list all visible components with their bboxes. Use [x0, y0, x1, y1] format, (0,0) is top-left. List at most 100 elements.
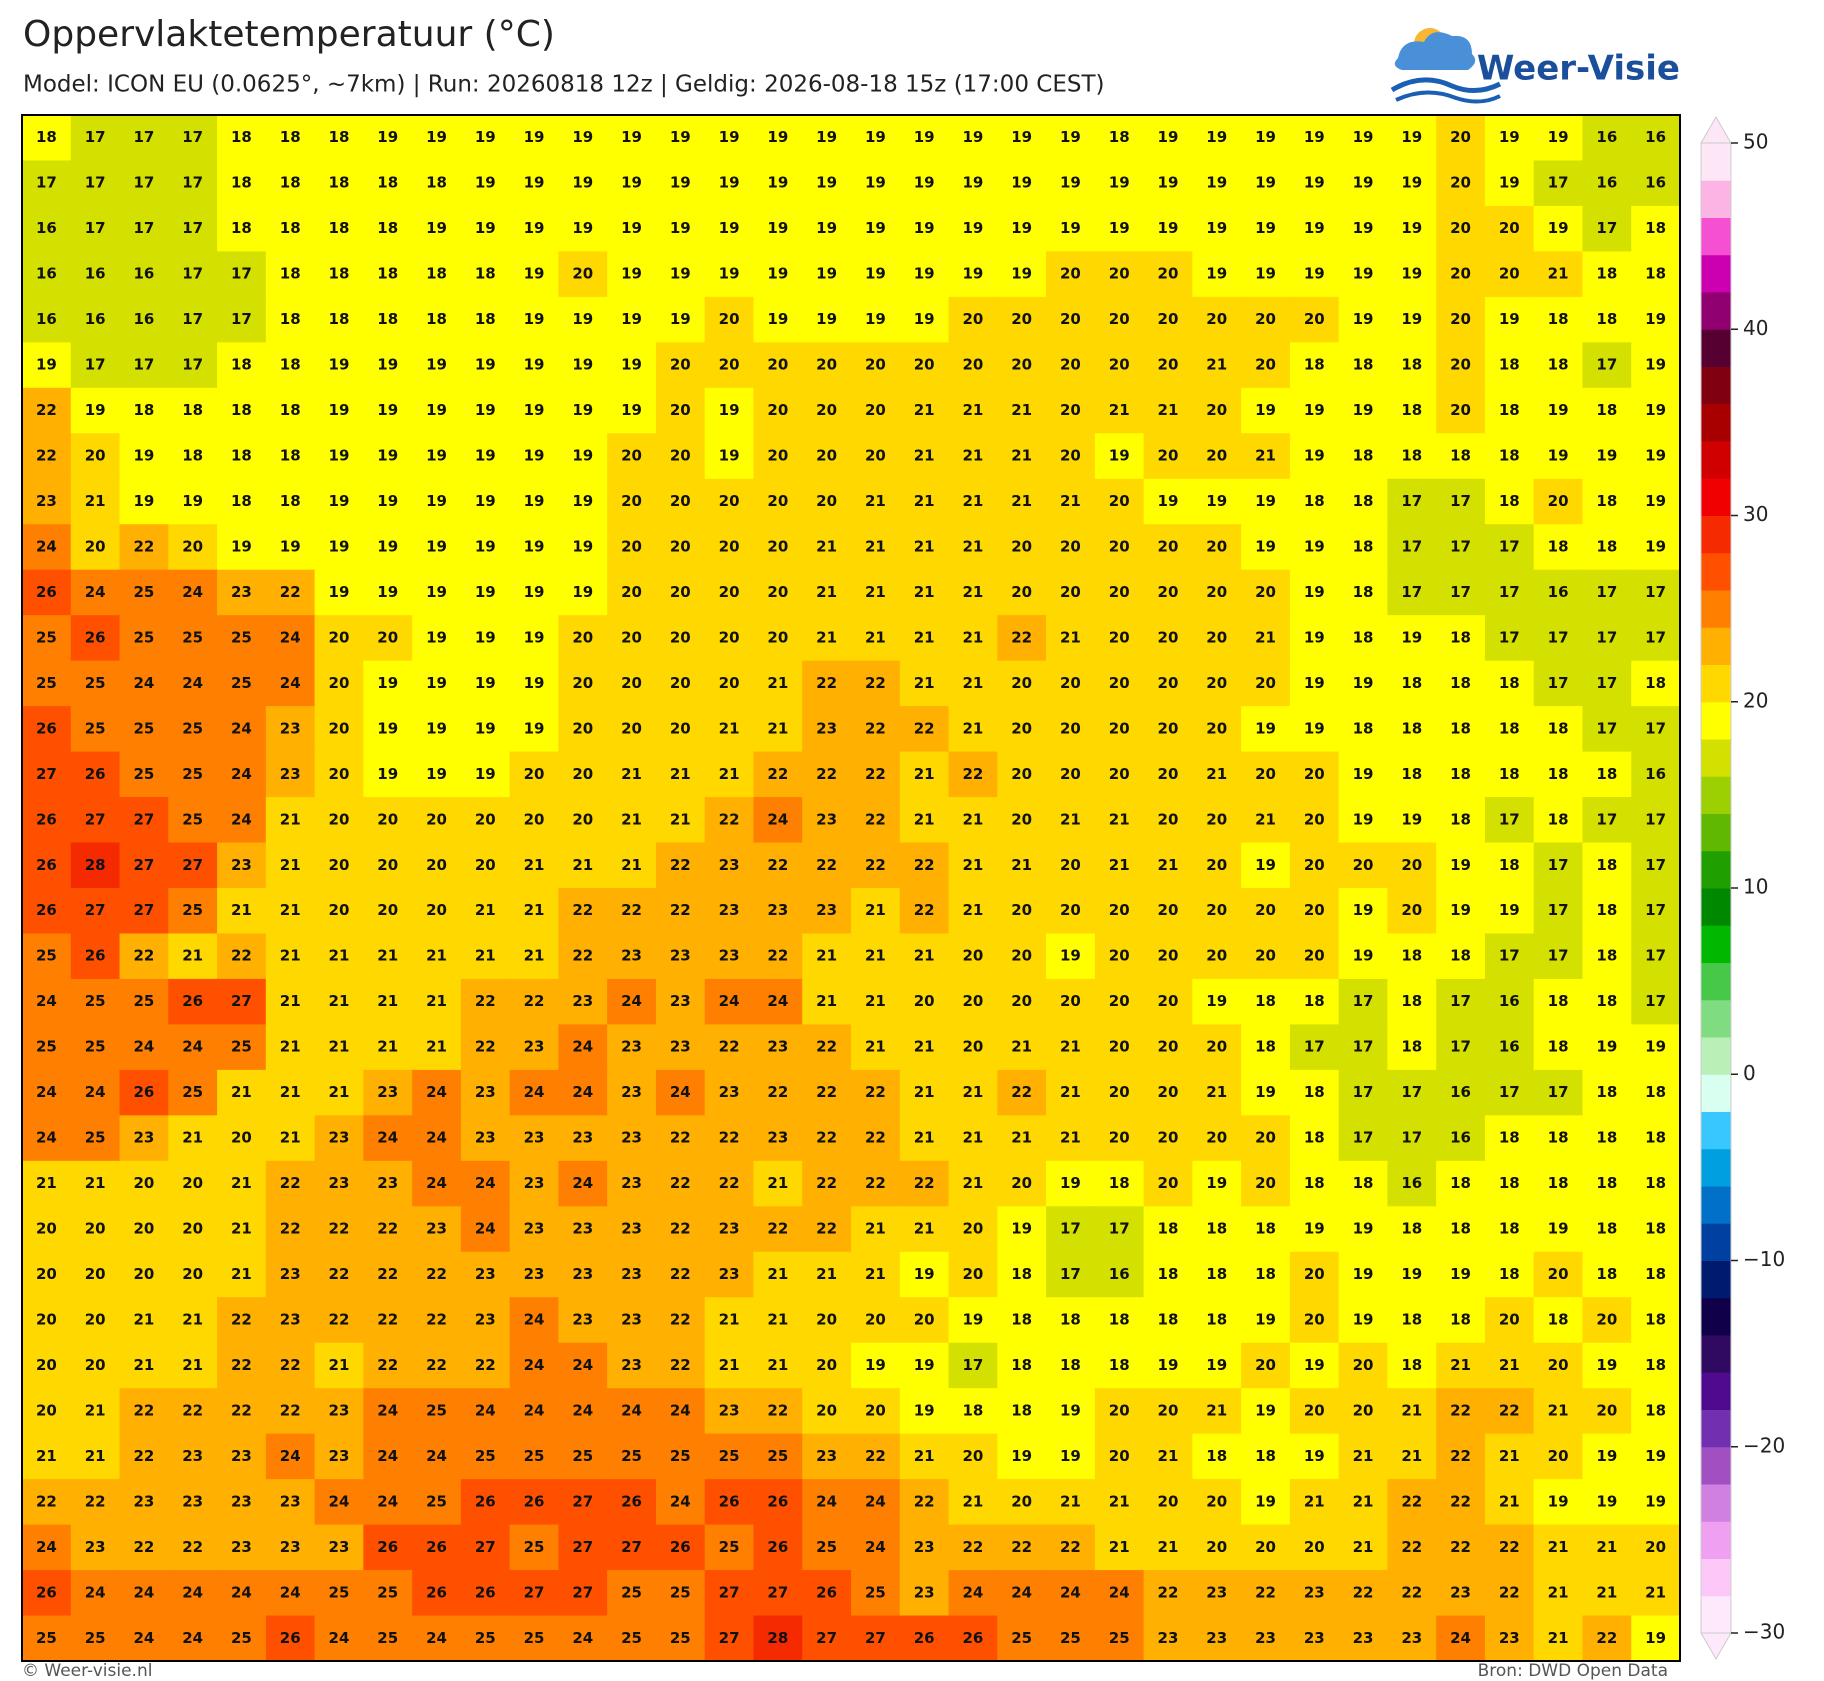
temperature-label: 19	[1304, 219, 1325, 237]
temperature-cell	[460, 205, 511, 253]
temperature-cell	[1192, 569, 1242, 616]
temperature-label: 22	[767, 947, 788, 965]
temperature-label: 21	[182, 947, 203, 965]
temperature-cell	[1338, 706, 1389, 753]
temperature-label: 18	[1401, 447, 1422, 465]
temperature-label: 21	[231, 1083, 252, 1101]
temperature-cell	[753, 615, 803, 662]
temperature-label: 18	[1401, 1310, 1422, 1328]
temperature-label: 23	[621, 947, 642, 965]
temperature-label: 17	[1450, 492, 1471, 510]
temperature-label: 20	[1304, 1310, 1325, 1328]
temperature-cell	[704, 205, 755, 253]
temperature-label: 18	[377, 310, 398, 328]
temperature-cell	[1241, 115, 1291, 162]
temperature-label: 18	[1450, 810, 1471, 828]
temperature-cell	[119, 1251, 169, 1298]
temperature-label: 18	[1548, 537, 1569, 555]
temperature-label: 22	[36, 401, 57, 419]
temperature-label: 20	[133, 1265, 154, 1283]
temperature-label: 17	[182, 219, 203, 237]
temperature-label: 24	[377, 1401, 398, 1419]
temperature-label: 19	[816, 219, 837, 237]
temperature-label: 19	[1255, 1401, 1276, 1419]
temperature-cell	[704, 615, 755, 662]
temperature-cell	[1582, 888, 1632, 935]
temperature-cell	[1338, 842, 1389, 889]
temperature-cell	[948, 1206, 998, 1253]
temperature-label: 23	[914, 1583, 935, 1601]
temperature-label: 21	[1109, 1538, 1130, 1556]
temperature-cell	[119, 569, 169, 616]
temperature-cell	[1143, 251, 1193, 298]
temperature-label: 18	[231, 401, 252, 419]
temperature-label: 24	[572, 1174, 593, 1192]
temperature-cell	[1046, 751, 1096, 798]
temperature-cell	[997, 1251, 1047, 1298]
temperature-cell	[1338, 933, 1389, 980]
temperature-cell	[704, 933, 755, 980]
temperature-cell	[1192, 797, 1242, 844]
temperature-cell	[363, 342, 413, 389]
temperature-label: 20	[1353, 1356, 1374, 1374]
temperature-cell	[460, 797, 511, 844]
temperature-label: 20	[816, 401, 837, 419]
temperature-cell	[1631, 387, 1681, 434]
temperature-label: 18	[1596, 765, 1617, 783]
temperature-label: 24	[182, 1583, 203, 1601]
temperature-label: 18	[231, 128, 252, 146]
temperature-cell	[1192, 660, 1242, 707]
temperature-label: 16	[1596, 174, 1617, 192]
temperature-cell	[22, 251, 72, 298]
temperature-label: 24	[36, 1129, 57, 1147]
temperature-label: 18	[329, 219, 350, 237]
temperature-label: 20	[1060, 765, 1081, 783]
temperature-cell	[802, 615, 852, 662]
temperature-label: 17	[1353, 992, 1374, 1010]
temperature-label: 22	[85, 1492, 106, 1510]
temperature-label: 16	[85, 265, 106, 283]
temperature-cell	[607, 615, 657, 662]
temperature-label: 20	[1060, 310, 1081, 328]
temperature-label: 21	[914, 1083, 935, 1101]
temperature-label: 21	[1060, 810, 1081, 828]
temperature-cell	[802, 842, 852, 889]
temperature-cell	[1631, 1342, 1681, 1389]
temperature-label: 19	[962, 128, 983, 146]
temperature-label: 24	[1011, 1583, 1032, 1601]
temperature-label: 20	[1060, 537, 1081, 555]
colorbar-band	[1701, 1521, 1731, 1559]
colorbar-band	[1701, 180, 1731, 218]
temperature-cell	[558, 751, 608, 798]
temperature-cell	[1338, 387, 1389, 434]
temperature-label: 20	[621, 492, 642, 510]
temperature-cell	[1192, 1251, 1242, 1298]
temperature-cell	[753, 797, 803, 844]
temperature-label: 20	[767, 583, 788, 601]
temperature-label: 18	[1304, 992, 1325, 1010]
temperature-label: 24	[231, 719, 252, 737]
temperature-cell	[1094, 1160, 1145, 1207]
temperature-label: 22	[670, 1356, 691, 1374]
temperature-label: 21	[865, 901, 886, 919]
temperature-label: 20	[1304, 947, 1325, 965]
temperature-label: 22	[231, 1401, 252, 1419]
temperature-cell	[363, 751, 413, 798]
temperature-cell	[314, 433, 364, 480]
temperature-label: 18	[1206, 1447, 1227, 1465]
temperature-label: 21	[865, 947, 886, 965]
temperature-cell	[655, 751, 706, 798]
temperature-cell	[1631, 797, 1681, 844]
temperature-cell	[1338, 478, 1389, 525]
temperature-label: 18	[475, 265, 496, 283]
temperature-label: 19	[329, 356, 350, 374]
temperature-label: 19	[377, 537, 398, 555]
temperature-label: 22	[767, 1401, 788, 1419]
temperature-cell	[1631, 251, 1681, 298]
temperature-label: 21	[329, 1083, 350, 1101]
temperature-label: 21	[524, 947, 545, 965]
temperature-cell	[802, 1297, 852, 1344]
temperature-cell	[217, 115, 267, 162]
temperature-label: 19	[1353, 219, 1374, 237]
temperature-cell	[1192, 160, 1242, 207]
